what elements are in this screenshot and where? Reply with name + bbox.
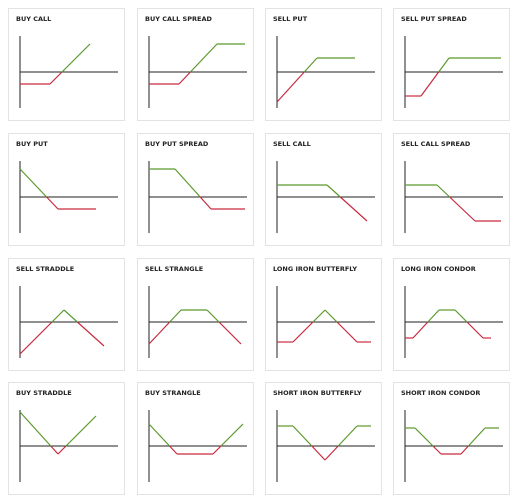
payoff-line: [189, 43, 218, 73]
tile-border: [265, 382, 382, 495]
tile-title: SELL CALL: [273, 140, 311, 148]
payoff-line: [436, 184, 451, 198]
tile-title: LONG IRON CONDOR: [401, 265, 476, 273]
strategy-tile: LONG IRON CONDOR: [393, 258, 510, 371]
payoff-line: [169, 445, 178, 455]
payoff-line: [206, 309, 220, 323]
strategy-tile: SELL PUT SPREAD: [393, 8, 510, 121]
tile-border: [8, 133, 125, 246]
tile-border: [393, 133, 510, 246]
tile-title: SELL PUT SPREAD: [401, 15, 467, 23]
payoff-line: [50, 445, 59, 455]
payoff-line: [292, 321, 314, 343]
tile-title: SHORT IRON BUTTERFLY: [273, 389, 362, 397]
tile-title: SELL CALL SPREAD: [401, 140, 471, 148]
strategy-tile: SHORT IRON BUTTERFLY: [265, 382, 382, 495]
payoff-line: [467, 427, 486, 447]
strategy-tile: SELL STRADDLE: [8, 258, 125, 371]
payoff-line: [312, 309, 326, 323]
payoff-line: [311, 445, 326, 461]
payoff-line: [276, 71, 305, 103]
strategy-tile: SHORT IRON CONDOR: [393, 382, 510, 495]
payoff-line: [148, 423, 170, 447]
payoff-line: [292, 425, 313, 447]
strategy-tile: SELL STRANGLE: [137, 258, 254, 371]
payoff-line: [76, 321, 105, 347]
payoff-line: [454, 309, 468, 323]
payoff-line: [412, 321, 429, 339]
payoff-line: [218, 321, 242, 345]
tile-border: [137, 8, 254, 121]
payoff-line: [432, 445, 442, 455]
tile-border: [8, 258, 125, 371]
tile-border: [393, 382, 510, 495]
payoff-line: [19, 321, 53, 355]
tile-title: BUY CALL SPREAD: [145, 15, 212, 23]
payoff-line: [414, 427, 434, 447]
tile-border: [265, 133, 382, 246]
tile-border: [137, 382, 254, 495]
payoff-line: [337, 425, 358, 447]
tile-border: [393, 8, 510, 121]
payoff-line: [57, 445, 67, 455]
tile-title: SELL STRANGLE: [145, 265, 203, 273]
tile-title: BUY STRANGLE: [145, 389, 201, 397]
payoff-line: [326, 184, 341, 198]
payoff-line: [49, 71, 63, 85]
strategy-tile: SELL CALL SPREAD: [393, 133, 510, 246]
payoff-line: [178, 71, 191, 85]
tile-title: LONG IRON BUTTERFLY: [273, 265, 357, 273]
tile-border: [265, 8, 382, 121]
strategy-tile: SELL PUT: [265, 8, 382, 121]
payoff-line: [169, 309, 182, 323]
strategy-tile: LONG IRON BUTTERFLY: [265, 258, 382, 371]
payoff-line: [460, 445, 469, 455]
payoff-line: [324, 309, 338, 323]
payoff-line: [148, 321, 171, 345]
payoff-line: [324, 445, 339, 461]
payoff-line: [438, 57, 450, 73]
strategy-tile: BUY CALL SPREAD: [137, 8, 254, 121]
payoff-line: [19, 411, 52, 447]
tile-title: SELL STRADDLE: [16, 265, 74, 273]
payoff-line: [427, 309, 440, 323]
tile-title: BUY CALL: [16, 15, 51, 23]
payoff-line: [420, 71, 440, 97]
strategy-tile: BUY STRADDLE: [8, 382, 125, 495]
tile-title: SHORT IRON CONDOR: [401, 389, 480, 397]
payoff-line: [466, 321, 484, 339]
payoff-line: [174, 168, 201, 198]
payoff-line: [63, 309, 78, 323]
payoff-line: [19, 168, 48, 198]
strategy-tile: BUY CALL: [8, 8, 125, 121]
tile-title: BUY STRADDLE: [16, 389, 72, 397]
payoff-line: [212, 445, 222, 455]
payoff-line: [336, 321, 358, 343]
tile-border: [8, 382, 125, 495]
tile-border: [265, 258, 382, 371]
tile-title: SELL PUT: [273, 15, 308, 23]
payoff-line: [339, 196, 368, 222]
strategy-tile: SELL CALL: [265, 133, 382, 246]
payoff-line: [65, 415, 97, 447]
tile-title: BUY PUT SPREAD: [145, 140, 209, 148]
strategy-tile: BUY STRANGLE: [137, 382, 254, 495]
tile-border: [393, 258, 510, 371]
tile-border: [137, 258, 254, 371]
payoff-line: [220, 423, 244, 447]
strategy-tile: BUY PUT SPREAD: [137, 133, 254, 246]
strategy-tile: BUY PUT: [8, 133, 125, 246]
payoff-line: [61, 43, 91, 73]
tile-border: [8, 8, 125, 121]
tile-title: BUY PUT: [16, 140, 48, 148]
tile-border: [137, 133, 254, 246]
payoff-line: [51, 309, 65, 323]
payoff-line: [303, 57, 318, 73]
payoff-line: [199, 196, 212, 210]
payoff-line: [46, 196, 59, 210]
payoff-line: [449, 196, 476, 222]
